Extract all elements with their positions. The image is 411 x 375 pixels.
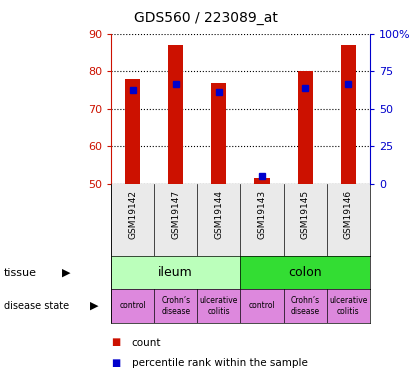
Text: percentile rank within the sample: percentile rank within the sample: [132, 358, 307, 368]
Bar: [284, 289, 327, 322]
Bar: [240, 184, 284, 256]
Text: GSM19146: GSM19146: [344, 190, 353, 239]
Text: GDS560 / 223089_at: GDS560 / 223089_at: [134, 11, 277, 25]
Bar: [111, 256, 240, 289]
Text: control: control: [119, 302, 146, 310]
Text: disease state: disease state: [4, 301, 69, 311]
Text: control: control: [249, 302, 275, 310]
Bar: [327, 289, 370, 322]
Bar: [154, 184, 197, 256]
Bar: [298, 71, 313, 184]
Bar: [240, 289, 284, 322]
Text: ■: ■: [111, 338, 120, 348]
Text: ▶: ▶: [62, 268, 70, 278]
Text: GSM19147: GSM19147: [171, 190, 180, 239]
Bar: [284, 184, 327, 256]
Text: count: count: [132, 338, 161, 348]
Bar: [111, 184, 154, 256]
Text: ■: ■: [111, 358, 120, 368]
Text: ulcerative
colitis: ulcerative colitis: [200, 296, 238, 316]
Bar: [240, 256, 370, 289]
Text: ulcerative
colitis: ulcerative colitis: [329, 296, 367, 316]
Bar: [197, 184, 240, 256]
Text: colon: colon: [289, 266, 322, 279]
Bar: [211, 82, 226, 184]
Bar: [111, 289, 154, 322]
Text: GSM19143: GSM19143: [258, 190, 266, 239]
Bar: [197, 289, 240, 322]
Text: GSM19145: GSM19145: [301, 190, 309, 239]
Bar: [125, 79, 140, 184]
Text: Crohn’s
disease: Crohn’s disease: [291, 296, 320, 316]
Bar: [168, 45, 183, 184]
Text: ▶: ▶: [90, 301, 99, 311]
Bar: [254, 178, 270, 184]
Bar: [154, 289, 197, 322]
Text: Crohn’s
disease: Crohn’s disease: [161, 296, 190, 316]
Text: tissue: tissue: [4, 268, 37, 278]
Text: GSM19142: GSM19142: [128, 190, 137, 238]
Bar: [327, 184, 370, 256]
Text: GSM19144: GSM19144: [215, 190, 223, 238]
Text: ileum: ileum: [158, 266, 193, 279]
Bar: [341, 45, 356, 184]
